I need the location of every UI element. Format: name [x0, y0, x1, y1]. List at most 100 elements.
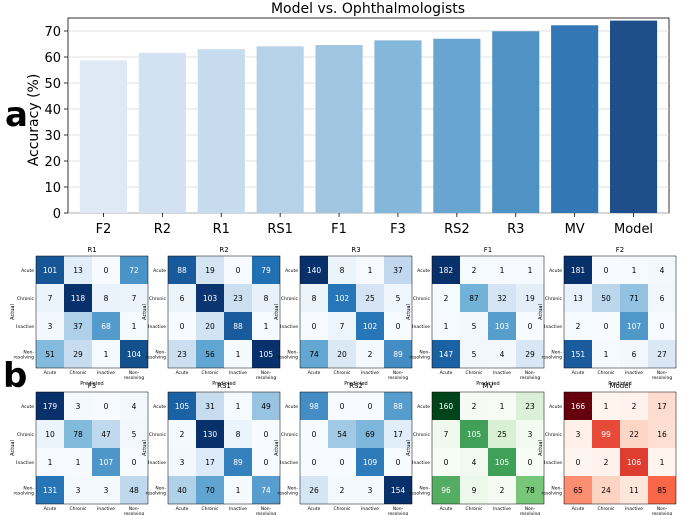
matrix-cell-value: 0	[576, 458, 581, 467]
panel-b-label: b	[3, 356, 27, 396]
matrix-row-label: Non-resolving	[146, 486, 167, 497]
bar	[315, 45, 363, 213]
matrix-cell-value: 8	[340, 266, 345, 275]
matrix-row-label: Inactive	[412, 324, 430, 330]
matrix-col-label: Non-resolving	[388, 370, 409, 381]
matrix-cell	[328, 284, 356, 312]
matrix-cell	[432, 340, 460, 368]
matrix-cell	[592, 312, 620, 340]
matrix-col-label: Acute	[308, 370, 321, 376]
matrix-cell	[432, 256, 460, 284]
matrix-cell-value: 105	[467, 430, 482, 439]
matrix-row-label: Acute	[285, 268, 298, 274]
matrix-cell	[300, 420, 328, 448]
matrix-cell-value: 154	[391, 486, 406, 495]
matrix-cell-value: 0	[312, 322, 317, 331]
matrix-frame	[35, 391, 149, 505]
matrix-cell	[36, 476, 64, 504]
matrix-cell	[196, 476, 224, 504]
matrix-cell	[384, 256, 412, 284]
matrix-cell-value: 147	[439, 350, 454, 359]
matrix-row-label: Chronic	[545, 296, 563, 302]
matrix-cell-value: 17	[657, 402, 667, 411]
matrix-cell-value: 4	[472, 458, 477, 467]
matrix-cell	[356, 448, 384, 476]
matrix-cell-value: 88	[177, 266, 187, 275]
matrix-cell-value: 0	[340, 458, 345, 467]
matrix-cell-value: 26	[309, 486, 319, 495]
bar-marks	[79, 20, 658, 214]
bar-x-tick-label: R1	[213, 222, 230, 237]
matrix-row-label: Chronic	[413, 432, 431, 438]
matrix-col-label: Acute	[572, 506, 585, 512]
matrix-cell	[252, 256, 280, 284]
matrix-cell-value: 87	[469, 294, 479, 303]
matrix-cell-value: 1	[604, 350, 609, 359]
matrix-cell	[64, 476, 92, 504]
matrix-cell	[36, 420, 64, 448]
matrix-cell	[168, 420, 196, 448]
matrix-cell	[516, 420, 544, 448]
matrix-row-label: Acute	[549, 404, 562, 410]
matrix-cell-value: 106	[627, 458, 642, 467]
matrix-cell-value: 1	[76, 458, 81, 467]
matrix-cell	[328, 256, 356, 284]
matrix-cell	[196, 312, 224, 340]
matrix-cell-value: 17	[393, 430, 403, 439]
matrix-cell	[460, 476, 488, 504]
matrix-col-label: Acute	[308, 506, 321, 512]
matrix-row-label: Chronic	[413, 296, 431, 302]
bar-y-axis-label: Accuracy (%)	[26, 74, 42, 167]
bar	[197, 49, 245, 214]
bar-x-tick-label: Model	[614, 222, 653, 237]
matrix-cell	[36, 312, 64, 340]
matrix-cell	[64, 284, 92, 312]
matrix-cell	[36, 256, 64, 284]
bar	[551, 25, 599, 214]
matrix-cell-value: 0	[132, 458, 137, 467]
matrix-col-label: Inactive	[493, 506, 511, 512]
matrix-cell-value: 13	[73, 266, 83, 275]
matrix-cell-value: 1	[132, 322, 137, 331]
matrix-cell	[592, 284, 620, 312]
matrix-cell	[564, 284, 592, 312]
matrix-cell-value: 2	[368, 350, 373, 359]
matrix-cell-value: 0	[396, 458, 401, 467]
matrix-cell	[620, 256, 648, 284]
matrix-col-label: Non-resolving	[256, 370, 277, 381]
bar-y-tick-label: 0	[53, 207, 61, 222]
matrix-col-label: Inactive	[625, 506, 643, 512]
matrix-cell	[92, 256, 120, 284]
matrix-row-label: Chronic	[281, 296, 299, 302]
matrix-cell-value: 1	[528, 266, 533, 275]
matrix-cell	[384, 284, 412, 312]
matrix-cell-value: 179	[43, 402, 58, 411]
matrix-row-label: Inactive	[148, 324, 166, 330]
matrix-cell-value: 72	[129, 266, 139, 275]
matrix-cell-value: 96	[441, 486, 451, 495]
matrix-cell	[620, 284, 648, 312]
matrix-cell-value: 107	[99, 458, 114, 467]
matrix-cell	[384, 312, 412, 340]
matrix-cell-value: 89	[233, 458, 243, 467]
bar-y-tick-label: 20	[44, 155, 61, 170]
matrix-x-axis-label: Predicted	[212, 381, 235, 387]
matrix-cell	[592, 392, 620, 420]
matrix-cell-value: 50	[601, 294, 611, 303]
bar-y-tick-label: 60	[44, 51, 61, 66]
matrix-cell	[300, 476, 328, 504]
matrix-cell-value: 3	[576, 430, 581, 439]
matrix-cell-value: 0	[104, 266, 109, 275]
matrix-cell	[488, 448, 516, 476]
matrix-cell	[620, 476, 648, 504]
matrix-cell	[168, 476, 196, 504]
matrix-frame	[35, 255, 149, 369]
matrix-cell-value: 8	[104, 294, 109, 303]
matrix-cell	[648, 312, 676, 340]
matrix-cell-value: 109	[363, 458, 378, 467]
bar-chart-title: Model vs. Ophthalmologists	[271, 1, 465, 17]
matrix-col-label: Acute	[440, 506, 453, 512]
matrix-row-label: Chronic	[149, 432, 167, 438]
matrix-cell-value: 1	[236, 486, 241, 495]
matrix-cell	[252, 284, 280, 312]
